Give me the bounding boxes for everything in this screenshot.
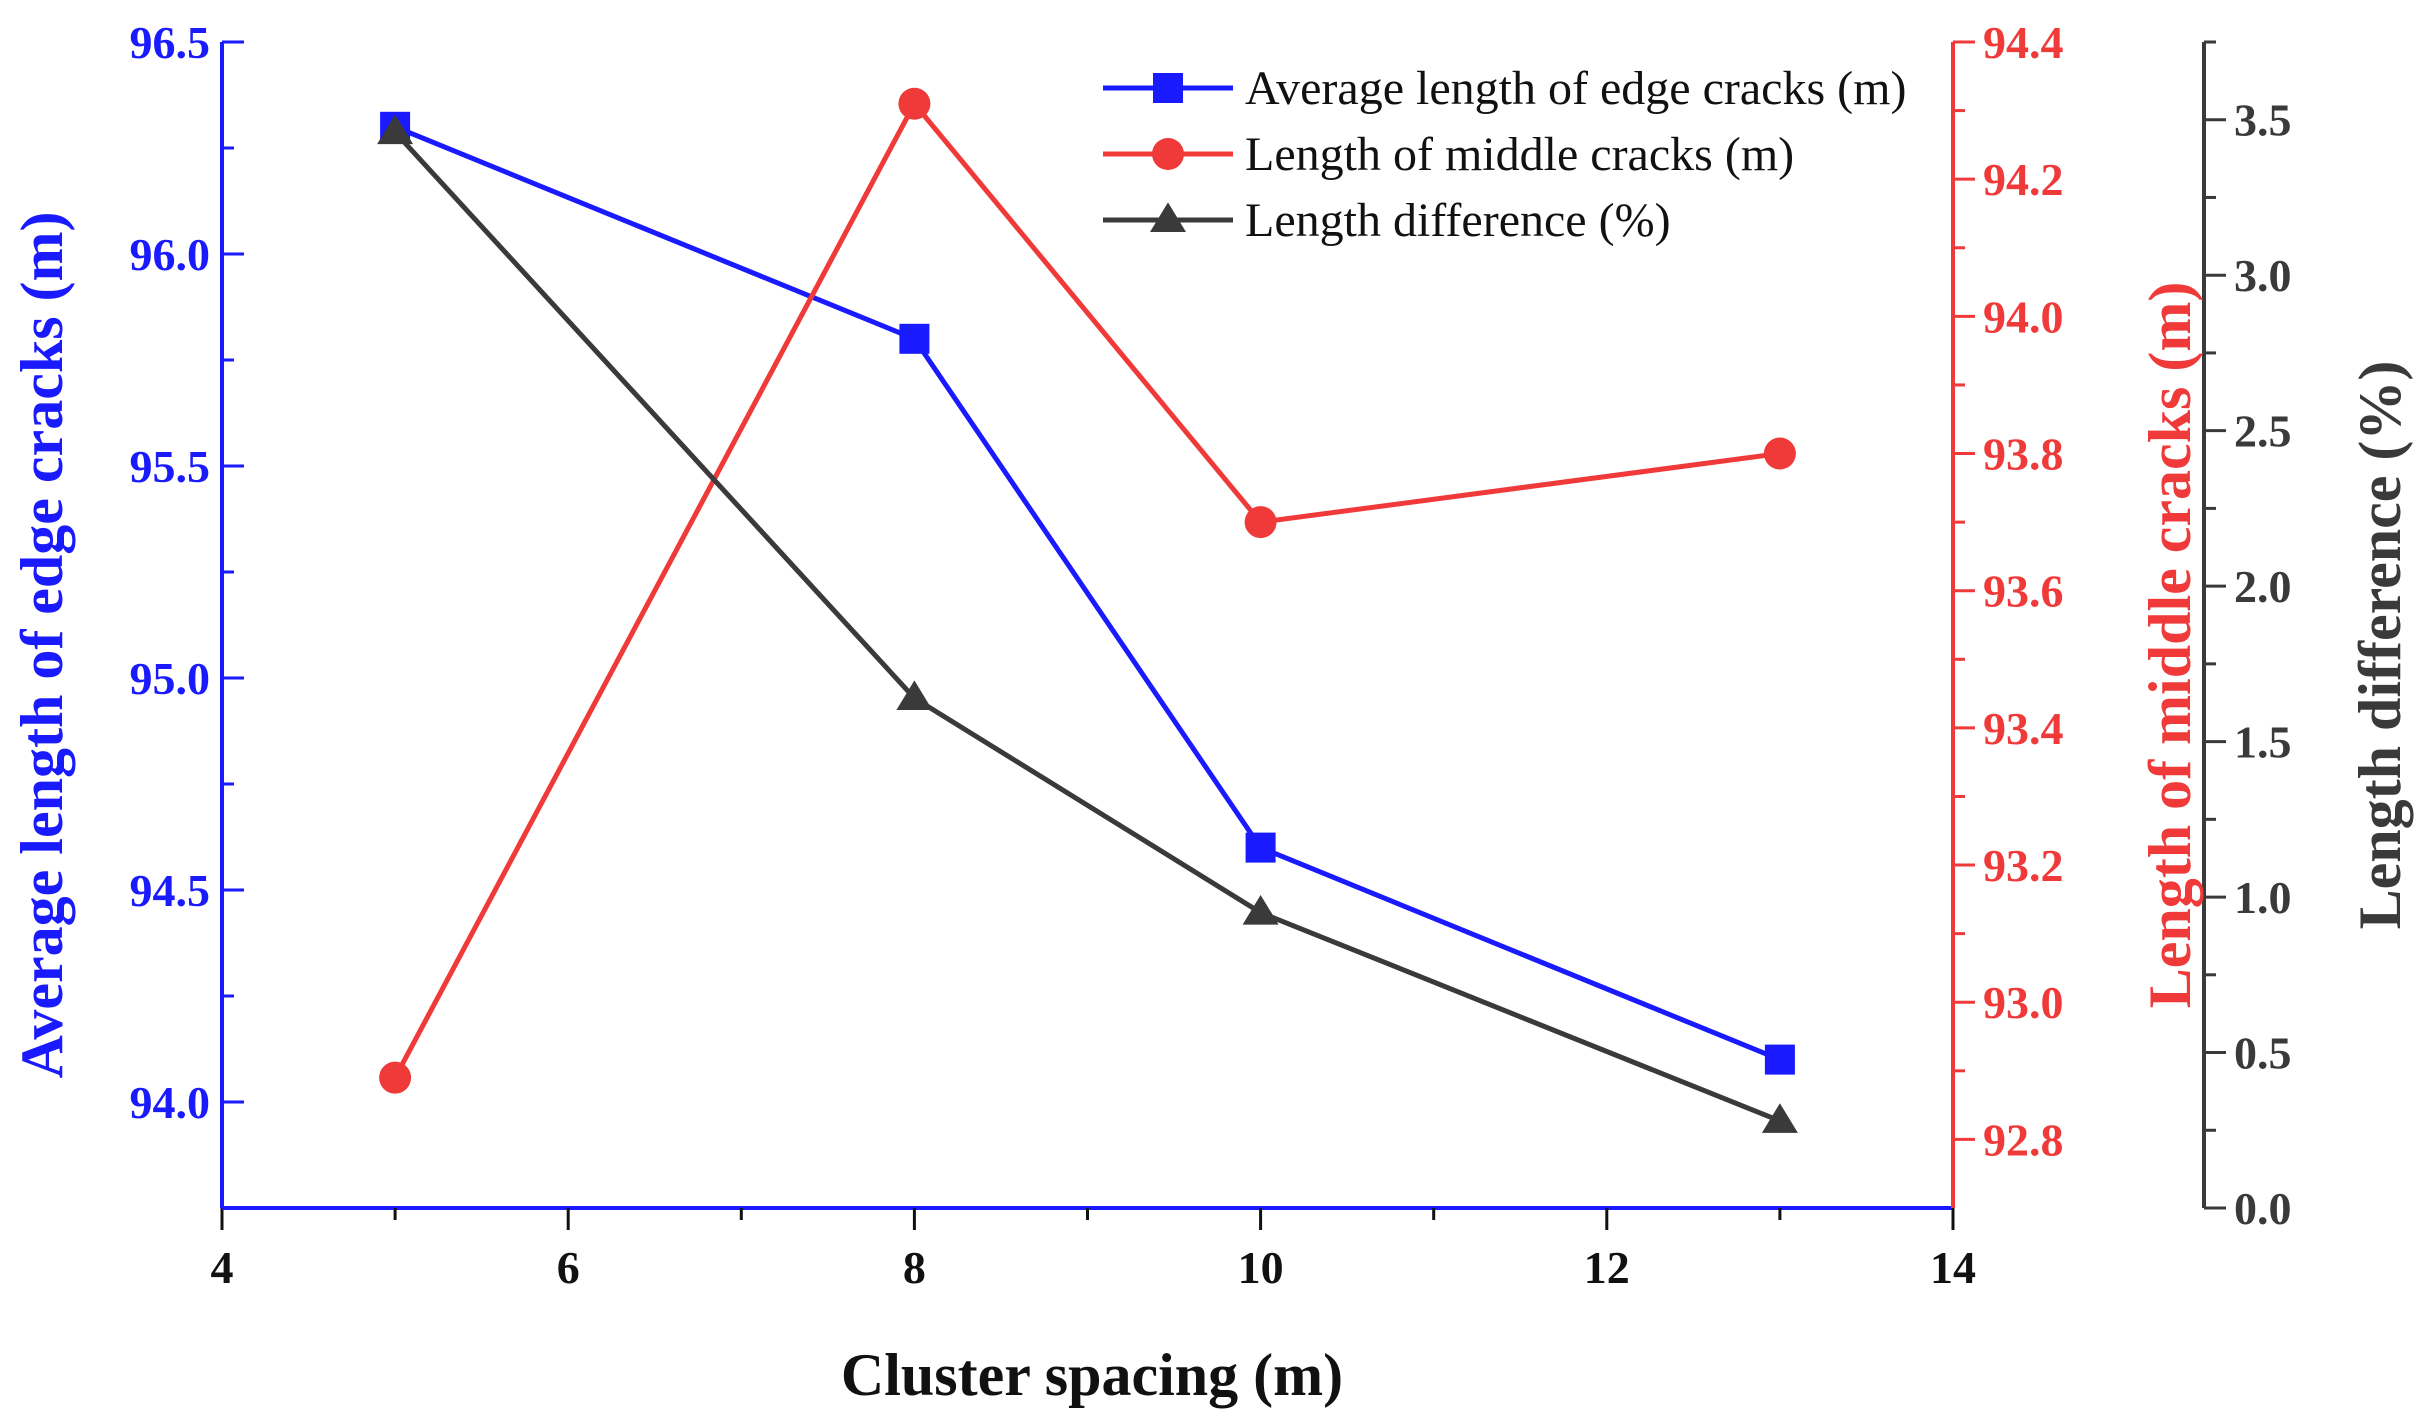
series-2-point [898,87,931,120]
series-3-point [1242,894,1279,925]
x-tick-label: 14 [1930,1242,1976,1293]
right-tick-label: 1.0 [2234,872,2292,923]
x-tick-label: 8 [903,1242,926,1293]
right-tick-label: 2.0 [2234,561,2292,612]
middle-tick-label: 94.4 [1983,17,2064,68]
right-tick-label: 0.5 [2234,1028,2292,1079]
middle-tick-label: 93.4 [1983,703,2064,754]
left-tick-label: 96.0 [130,229,211,280]
left-tick-label: 95.5 [130,441,211,492]
series-1-point [899,323,930,354]
right-tick-label: 2.5 [2234,406,2292,457]
right-tick-label: 3.0 [2234,250,2292,301]
right-tick-label: 3.5 [2234,95,2292,146]
legend-label-2: Length of middle cracks (m) [1245,128,1794,181]
x-tick-label: 10 [1238,1242,1284,1293]
middle-tick-label: 93.2 [1983,840,2064,891]
series-line-3 [393,130,1781,1124]
left-tick-label: 95.0 [130,653,211,704]
legend: Average length of edge cracks (m) Length … [1103,62,1906,247]
middle-tick-label: 93.0 [1983,977,2064,1028]
left-tick-label: 94.5 [130,865,211,916]
x-axis-title: Cluster spacing (m) [841,1342,1343,1408]
right-axis-title: Length difference (%) [2347,361,2413,930]
series-3-point [896,680,933,711]
series-line-1 [394,124,1781,1062]
legend-label-1: Average length of edge cracks (m) [1245,62,1906,115]
legend-label-3: Length difference (%) [1245,194,1671,247]
middle-tick-label: 94.0 [1983,291,2064,342]
legend-marker-1 [1153,73,1183,103]
x-tick-label: 6 [557,1242,580,1293]
series-1-point [1764,1044,1795,1075]
legend-marker-2 [1152,138,1184,170]
middle-axis-title: Length of middle cracks (m) [2137,282,2203,1009]
series-3-point [377,114,414,145]
series-line-2 [392,101,1781,1079]
series-layer [377,87,1798,1133]
series-1-point [1245,832,1276,863]
x-tick-label: 12 [1584,1242,1630,1293]
legend-marker-3 [1150,202,1186,232]
middle-tick-label: 92.8 [1983,1114,2064,1165]
left-axis-title: Average length of edge cracks (m) [9,212,75,1079]
left-tick-label: 94.0 [130,1077,211,1128]
middle-tick-label: 93.6 [1983,566,2064,617]
series-2-point [1244,506,1277,539]
right-tick-label: 0.0 [2234,1183,2292,1234]
left-tick-label: 96.5 [130,17,211,68]
axes-layer: 4 6 8 10 12 14 94.0 94.5 95.0 95.5 96.0 96.5 92.8 93.… [9,17,2413,1293]
middle-tick-label: 94.2 [1983,154,2064,205]
x-tick-label: 4 [211,1242,234,1293]
middle-tick-label: 93.8 [1983,429,2064,480]
series-2-point [379,1061,412,1094]
right-tick-label: 1.5 [2234,717,2292,768]
series-2-point [1763,437,1796,470]
series-3-point [1761,1103,1798,1133]
